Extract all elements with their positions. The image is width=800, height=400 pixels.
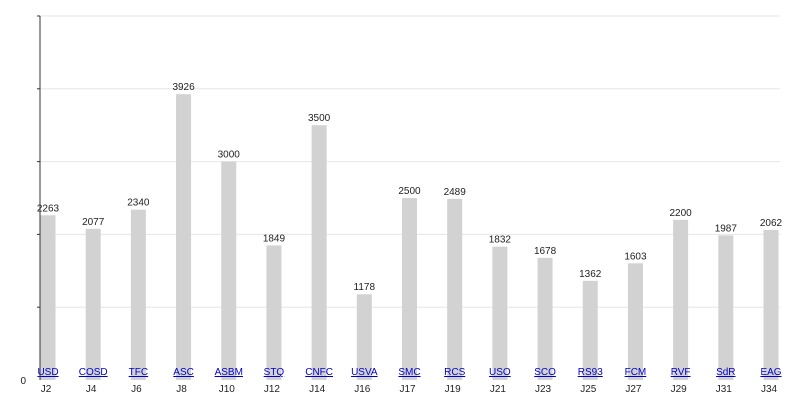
value-label: 1362 <box>579 269 602 280</box>
bar-link[interactable]: STQ <box>264 367 285 378</box>
x-tick-label: J25 <box>580 384 597 395</box>
bar-link[interactable]: COSD <box>79 367 108 378</box>
bar-link[interactable]: RS93 <box>578 367 603 378</box>
bar-link[interactable]: RVF <box>671 367 691 378</box>
value-label: 1849 <box>263 233 286 244</box>
bar-link[interactable]: SMC <box>398 367 420 378</box>
bar <box>627 263 643 380</box>
x-tick-label: J17 <box>399 384 416 395</box>
x-tick-label: J6 <box>131 384 142 395</box>
bar <box>356 294 372 380</box>
bar-link[interactable]: SdR <box>716 367 735 378</box>
x-tick-label: J23 <box>535 384 552 395</box>
value-labels: 2263 2077 2340 3926 3000 1849 3500 1178 2500 2489… <box>37 82 783 293</box>
value-label: 2263 <box>37 203 60 214</box>
value-label: 1987 <box>715 223 738 234</box>
bar-link[interactable]: FCM <box>625 367 647 378</box>
x-tick-label: J21 <box>490 384 507 395</box>
x-tick-label: J34 <box>761 384 778 395</box>
bar <box>582 280 598 380</box>
bar-link[interactable]: SCO <box>534 367 556 378</box>
x-tick-label: J16 <box>354 384 371 395</box>
bar <box>176 94 192 381</box>
bar <box>763 229 779 380</box>
value-label: 2062 <box>760 218 783 229</box>
bar-link[interactable]: RCS <box>444 367 465 378</box>
y-tick-label-0: 0 <box>20 376 26 387</box>
bar <box>130 209 146 380</box>
x-tick-label: J14 <box>309 384 326 395</box>
value-label: 1832 <box>489 235 512 246</box>
x-tick-label: J4 <box>86 384 97 395</box>
value-label: 1603 <box>624 251 647 262</box>
value-label: 2077 <box>82 217 105 228</box>
x-tick-label: J12 <box>264 384 281 395</box>
bars <box>40 94 779 381</box>
bar <box>85 228 101 380</box>
bar-link[interactable]: ASBM <box>215 367 243 378</box>
y-ticks <box>37 15 40 308</box>
bar <box>447 198 463 380</box>
x-tick-label: J19 <box>445 384 462 395</box>
bar-link[interactable]: ASC <box>173 367 194 378</box>
value-label: 3500 <box>308 113 331 124</box>
bar <box>402 198 417 380</box>
bar-link[interactable]: EAG <box>760 367 781 378</box>
bar <box>221 161 237 380</box>
value-label: 2500 <box>398 186 421 197</box>
x-tick-label: J31 <box>716 384 733 395</box>
bar <box>718 235 734 380</box>
bar <box>673 219 689 380</box>
value-label: 3926 <box>172 82 195 93</box>
x-tick-label: J29 <box>671 384 688 395</box>
bar-links[interactable]: USD COSD TFC ASC ASBM STQ CNFC USVA SMC RCS USO SCO… <box>37 367 781 378</box>
value-label: 2200 <box>670 208 693 219</box>
gridlines <box>40 15 780 308</box>
x-tick-label: J10 <box>219 384 236 395</box>
value-label: 2340 <box>127 198 150 209</box>
value-label: 3000 <box>218 150 241 161</box>
bar <box>311 125 327 380</box>
x-tick-label: J2 <box>41 384 52 395</box>
bar <box>537 257 553 380</box>
bar <box>492 246 508 380</box>
x-tick-label: J8 <box>176 384 187 395</box>
value-label: 2489 <box>444 187 467 198</box>
value-label: 1678 <box>534 246 557 257</box>
bar-link[interactable]: TFC <box>129 367 148 378</box>
value-label: 1178 <box>354 282 376 293</box>
bar <box>40 215 56 380</box>
bar-link[interactable]: CNFC <box>305 367 333 378</box>
x-tick-labels: J2 J4 J6 J8 J10 J12 J14 J16 J17 J19 J21 J23 J25 J27 J2… <box>41 384 778 395</box>
bar-link[interactable]: USVA <box>351 367 378 378</box>
bar <box>266 245 282 380</box>
x-tick-label: J27 <box>625 384 642 395</box>
bar-link[interactable]: USO <box>489 367 511 378</box>
bar-link[interactable]: USD <box>37 367 58 378</box>
